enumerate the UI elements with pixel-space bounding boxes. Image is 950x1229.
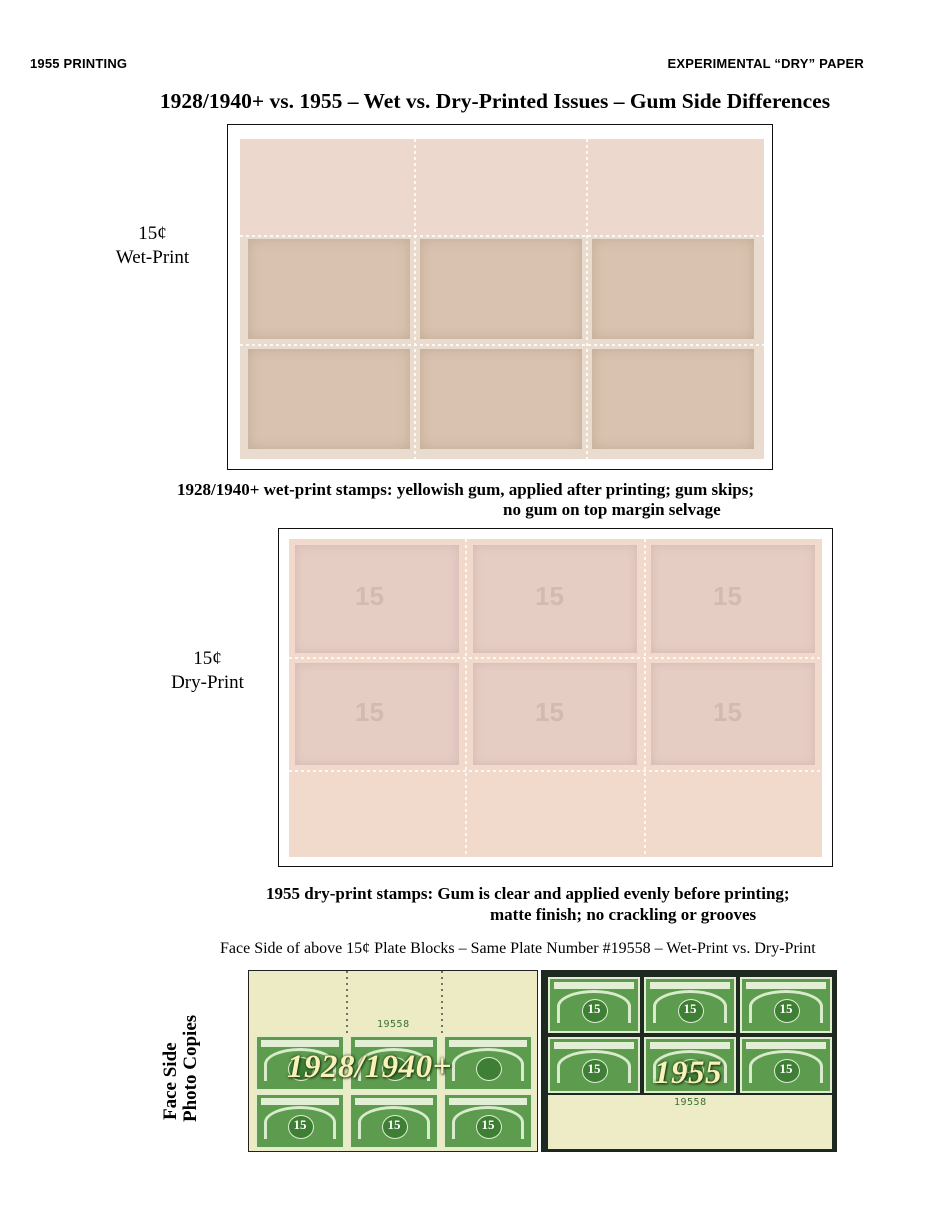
stamp-wet-r1c1 [255,1035,345,1091]
dry-print-overlay-label: 1955 [654,1055,722,1091]
stamp-dry-r1c3: 15 [740,977,832,1033]
stamp-wet-r1c2 [349,1035,439,1091]
wet-print-gum-photo [227,124,773,470]
face-side-caption: Face Side of above 15¢ Plate Blocks – Sa… [220,940,816,957]
wet-print-face-photo: 19558 15 15 15 1928/1940+ [248,970,538,1152]
dry-print-caption-line2: matte finish; no crackling or grooves [490,905,757,924]
stamp-wet-r2c2: 15 [349,1093,439,1149]
dry-print-type: Dry-Print [171,672,244,693]
dry-print-face-photo: 19558 15 15 15 15 15 15 1955 [541,970,837,1152]
wet-print-caption-line2: no gum on top margin selvage [503,500,721,519]
stamp-wet-r2c1: 15 [255,1093,345,1149]
dry-print-caption-line1: 1955 dry-print stamps: Gum is clear and … [266,884,790,903]
vertical-label-line1: Face Side [160,1042,181,1120]
stamp-dry-r1c1: 15 [548,977,640,1033]
plate-number-left: 19558 [377,1019,410,1030]
header-right: EXPERIMENTAL “DRY” PAPER [667,56,864,71]
dry-print-value: 15¢ [193,648,222,669]
vertical-label-line2: Photo Copies [180,1014,201,1122]
stamp-wet-r2c3: 15 [443,1093,533,1149]
wet-print-type: Wet-Print [115,247,190,268]
wet-print-caption-line1: 1928/1940+ wet-print stamps: yellowish g… [177,480,755,499]
dry-print-block: 15 15 15 15 15 15 [289,539,822,857]
dry-print-gum-photo: 15 15 15 15 15 15 [278,528,833,867]
wet-print-label: 15¢ Wet-Print [100,222,205,270]
header-left: 1955 PRINTING [30,56,128,71]
dry-print-label: 15¢ Dry-Print [155,647,260,695]
face-side-vertical-label: Face Side Photo Copies [118,1004,238,1124]
stamp-dry-r2c1: 15 [548,1037,640,1093]
stamp-wet-r1c3 [443,1035,533,1091]
stamp-dry-r1c2: 15 [644,977,736,1033]
stamp-dry-r2c3: 15 [740,1037,832,1093]
stamp-dry-r2c2: 15 [644,1037,736,1093]
page-title: 1928/1940+ vs. 1955 – Wet vs. Dry-Printe… [159,89,831,113]
plate-number-right: 19558 [674,1097,707,1108]
wet-print-block [240,139,764,459]
wet-print-overlay-label: 1928/1940+ [287,1049,452,1085]
wet-print-value: 15¢ [138,223,167,244]
